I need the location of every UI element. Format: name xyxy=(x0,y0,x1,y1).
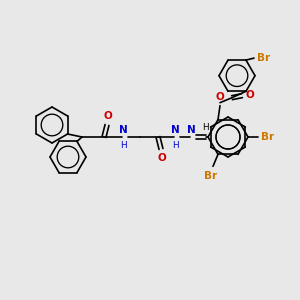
Text: O: O xyxy=(103,111,112,121)
Text: H: H xyxy=(120,141,126,150)
Text: O: O xyxy=(158,153,166,163)
Text: N: N xyxy=(118,125,127,135)
Text: O: O xyxy=(216,92,224,102)
Text: H: H xyxy=(202,123,208,132)
Text: Br: Br xyxy=(261,132,274,142)
Text: N: N xyxy=(171,125,179,135)
Text: Br: Br xyxy=(204,171,218,181)
Text: O: O xyxy=(246,90,255,100)
Text: Br: Br xyxy=(257,53,270,63)
Text: N: N xyxy=(187,125,195,135)
Text: H: H xyxy=(172,141,178,150)
